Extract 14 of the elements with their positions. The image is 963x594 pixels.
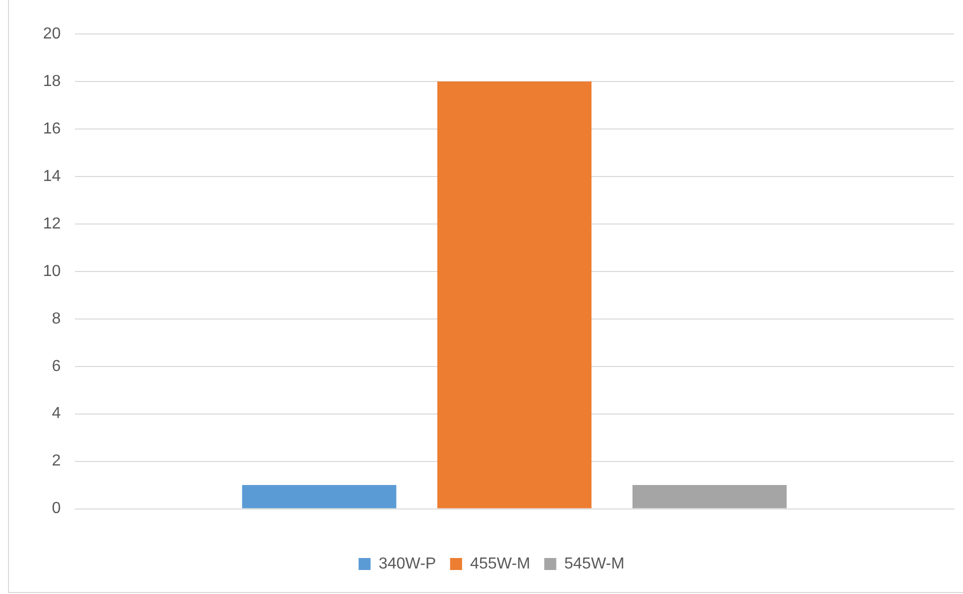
- y-tick-label: 14: [43, 168, 61, 185]
- y-tick-label: 20: [43, 25, 61, 42]
- legend-label: 340W-P: [378, 555, 436, 572]
- y-tick-label: 0: [52, 500, 61, 518]
- legend-label: 545W-M: [564, 555, 624, 572]
- y-tick-label: 12: [43, 215, 61, 232]
- legend-label: 455W-M: [470, 555, 530, 572]
- y-tick-label: 18: [43, 72, 61, 90]
- y-tick-label: 6: [52, 358, 61, 375]
- y-tick-label: 10: [43, 262, 61, 280]
- y-tick-label: 4: [52, 405, 61, 422]
- y-tick-label: 16: [43, 120, 61, 138]
- y-tick-label: 2: [52, 452, 61, 470]
- y-tick-label: 8: [52, 310, 61, 328]
